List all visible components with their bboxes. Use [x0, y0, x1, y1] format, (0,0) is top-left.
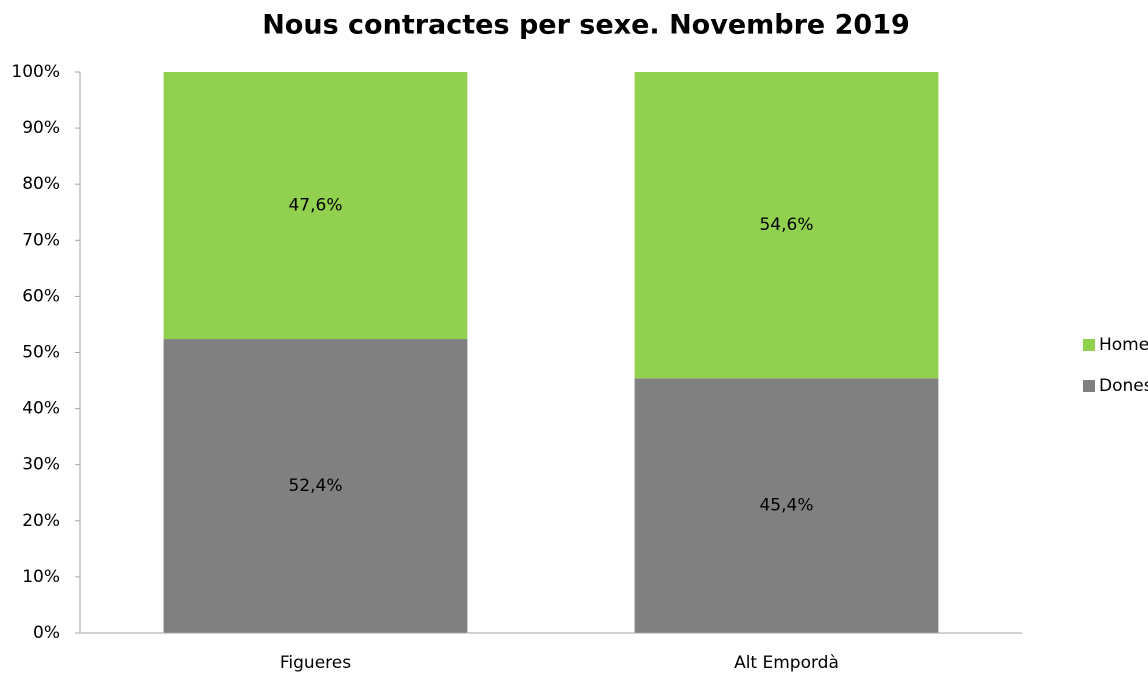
y-tick-label: 30% [22, 455, 60, 475]
data-label: 47,6% [288, 196, 342, 216]
bar-segment [163, 72, 468, 340]
chart-title: Nous contractes per sexe. Novembre 2019 [262, 10, 910, 41]
y-tick-label: 70% [22, 230, 60, 250]
legend-label: Homes [1099, 335, 1148, 355]
bar-segment [634, 72, 939, 379]
x-tick-label: Alt Empordà [734, 653, 839, 673]
legend-swatch [1083, 339, 1095, 351]
bar-segment [634, 378, 939, 633]
legend-label: Dones [1099, 376, 1148, 396]
x-tick-label: Figueres [280, 653, 351, 673]
data-label: 52,4% [288, 476, 342, 496]
y-tick-label: 0% [33, 623, 60, 643]
bar-segment [163, 339, 468, 633]
legend-swatch [1083, 380, 1095, 392]
y-tick-label: 50% [22, 343, 60, 363]
y-tick-label: 90% [22, 118, 60, 138]
y-tick-label: 80% [22, 174, 60, 194]
data-label: 54,6% [759, 215, 813, 235]
data-label: 45,4% [759, 496, 813, 516]
y-tick-label: 20% [22, 511, 60, 531]
y-tick-label: 60% [22, 286, 60, 306]
y-tick-label: 100% [11, 62, 60, 82]
y-tick-label: 40% [22, 399, 60, 419]
y-tick-label: 10% [22, 567, 60, 587]
